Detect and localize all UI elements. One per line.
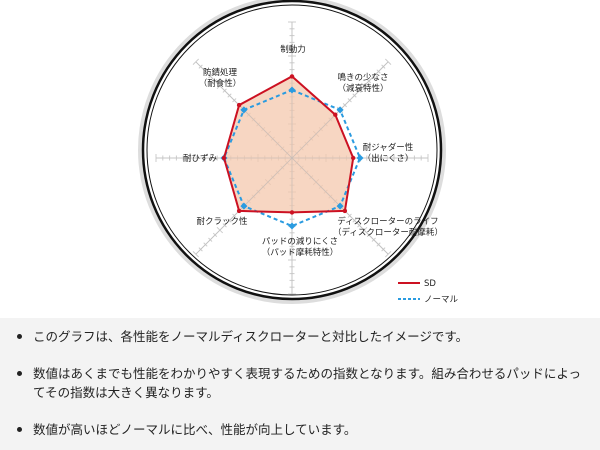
axis-label: 耐ひずみ [183,153,218,164]
axis-label: パッドの減りにくさ [262,236,338,247]
normal-point [288,222,296,230]
sd-point [289,74,295,79]
axis-labels: 制動力鳴きの少なさ（減衰特性）耐ジャダー性（出にくさ）ディスクローターのライフ（… [183,44,443,258]
normal-point [240,106,248,114]
normal-point [356,154,364,162]
axis-label: 制動力 [280,44,306,55]
sd-point [289,210,295,215]
normal-point [336,202,344,210]
normal-series-line [222,88,362,228]
sd-point [351,155,356,161]
normal-point [336,106,344,114]
radar-chart: 制動力鳴きの少なさ（減衰特性）耐ジャダー性（出にくさ）ディスクローターのライフ（… [138,0,459,305]
radar-series [156,22,428,294]
normal-point [240,202,248,210]
note-item: 数値が高いほどノーマルに比べ、性能が向上しています。 [0,420,600,439]
axis-label: 鳴きの少なさ [337,72,388,83]
sd-point [342,208,348,214]
sd-point [236,208,242,214]
sd-point [236,102,242,108]
axis-label: （出にくさ） [363,153,414,164]
axis-label: 耐ジャダー性 [363,142,414,153]
axis-label: （パッド摩耗特性） [262,247,339,258]
axis-label: ディスクローターのライフ [337,216,438,227]
legend-normal-label: ノーマル [424,295,459,305]
axis-label: （減衰特性） [337,83,388,94]
notes-panel: このグラフは、各性能をノーマルディスクローターと対比したイメージです。 数値はあ… [0,318,600,450]
sd-area [224,76,354,213]
sd-point [221,155,227,161]
disc-shadow [138,0,446,304]
axis-label: （ディスクローター耐摩耗） [333,227,443,238]
axis-label: 耐クラック性 [196,216,248,227]
axis-label: （耐食性） [199,78,242,89]
disc-inner-ring [146,4,438,296]
sd-point [333,112,338,117]
axis-label: 防錆処理 [203,67,238,78]
note-item: このグラフは、各性能をノーマルディスクローターと対比したイメージです。 [0,327,600,346]
legend-sd-label: SD [424,279,436,289]
note-item: 数値はあくまでも性能をわかりやすく表現するための指数となります。組み合わせるパッ… [0,364,600,402]
legend: SD ノーマル [398,279,459,305]
disc-outer-ring [141,0,443,301]
normal-point [288,86,296,94]
